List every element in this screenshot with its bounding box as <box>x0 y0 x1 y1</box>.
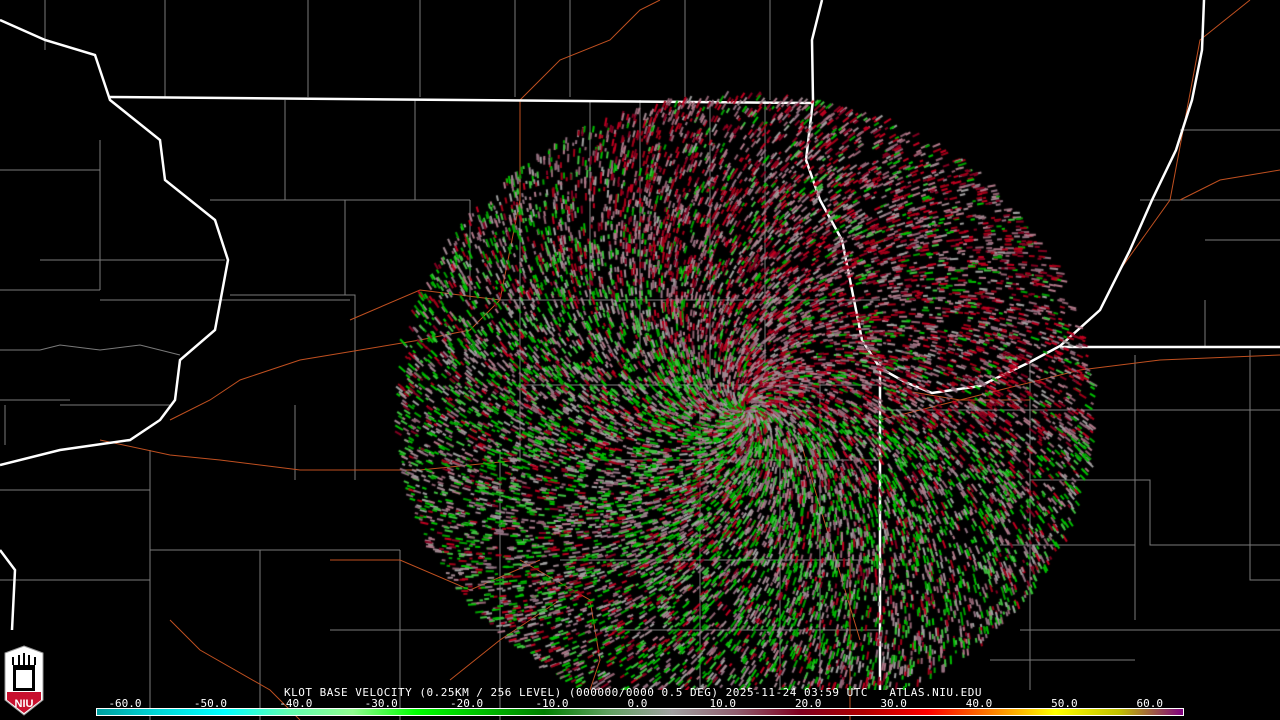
colorbar-label: -30.0 <box>364 697 398 710</box>
colorbar-label: -20.0 <box>450 697 484 710</box>
colorbar-label: 30.0 <box>880 697 907 710</box>
colorbar-label: 20.0 <box>794 697 822 710</box>
colorbar-label: 60.0 <box>1136 697 1164 710</box>
colorbar-label: 40.0 <box>965 697 993 710</box>
colorbar-label: 0.0 <box>627 697 648 710</box>
colorbar-label: -10.0 <box>535 697 569 710</box>
velocity-colorbar <box>96 708 1184 716</box>
radar-velocity-echoes <box>0 0 1280 690</box>
colorbar-label: -50.0 <box>193 697 227 710</box>
colorbar-label: -60.0 <box>108 697 142 710</box>
niu-logo: NIU <box>4 645 44 716</box>
colorbar-label: 10.0 <box>709 697 737 710</box>
logo-text: NIU <box>15 698 34 710</box>
colorbar-label: -40.0 <box>279 697 313 710</box>
colorbar-label: 50.0 <box>1051 697 1078 710</box>
product-title: KLOT BASE VELOCITY (0.25KM / 256 LEVEL) … <box>284 686 983 699</box>
